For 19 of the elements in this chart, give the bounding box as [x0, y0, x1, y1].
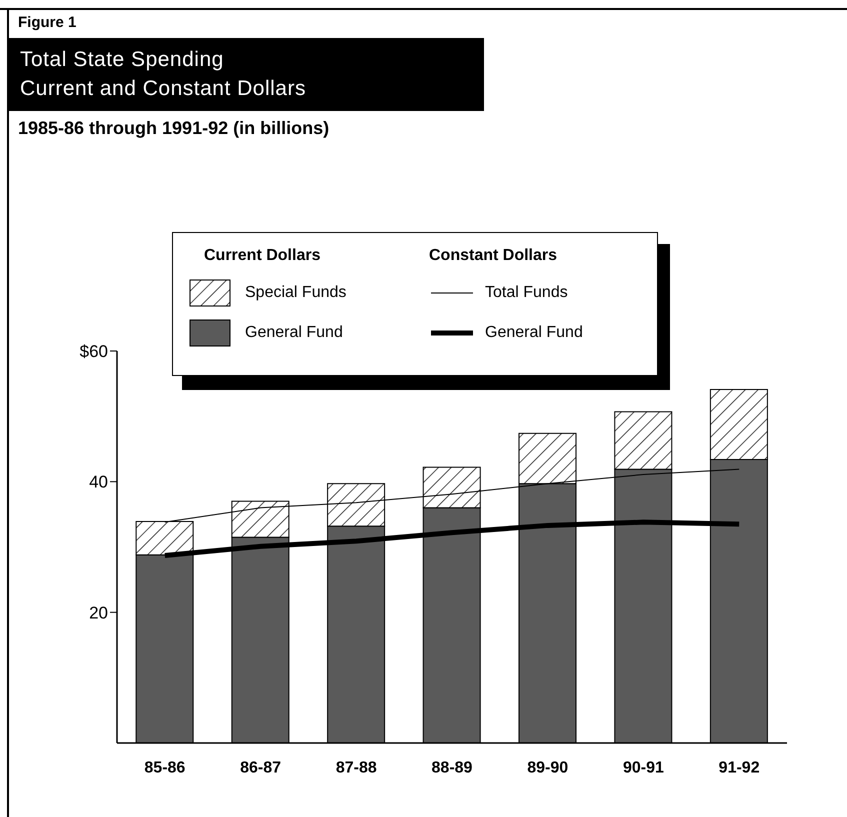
x-tick-label: 90-91 — [622, 759, 664, 776]
y-tick-label: 40 — [89, 472, 108, 492]
x-tick-label: 87-88 — [336, 759, 377, 776]
x-tick-label: 85-86 — [144, 759, 186, 776]
legend-label: General Fund — [245, 324, 343, 342]
caption: Figure 1 — [18, 14, 76, 31]
legend-label: General Fund — [485, 324, 583, 342]
x-tick-label: 89-90 — [527, 759, 568, 776]
legend-label: Total Funds — [485, 284, 568, 302]
legend-label: Special Funds — [245, 284, 346, 302]
x-tick-label: 86-87 — [240, 759, 282, 776]
text: Constant Dollars — [429, 247, 558, 265]
text: Current Dollars — [204, 247, 322, 265]
x-tick-label: 91-92 — [718, 759, 760, 776]
x-tick-label: 88-89 — [432, 759, 473, 776]
chart-subtitle: 1985-86 through 1991-92 (in billions) — [18, 118, 330, 139]
y-tick-label: 20 — [89, 603, 108, 622]
chart-title: Total State Spending Current and Constant Dollars — [20, 47, 307, 102]
y-tick-label: $60 — [80, 342, 108, 362]
